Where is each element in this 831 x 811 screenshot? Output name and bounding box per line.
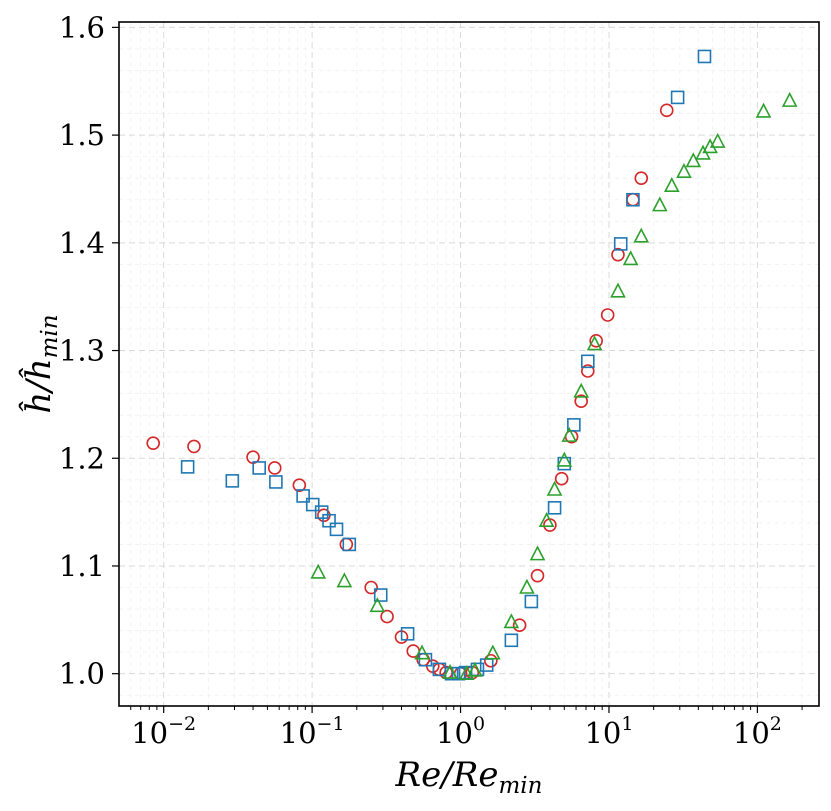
square-marker bbox=[547, 501, 562, 515]
y-tick-label: 1.4 bbox=[59, 226, 105, 260]
circle-marker bbox=[146, 436, 161, 450]
circle-marker bbox=[187, 439, 201, 454]
triangle-marker bbox=[414, 644, 430, 660]
square-marker bbox=[697, 49, 712, 64]
circle-marker bbox=[634, 171, 649, 185]
square-marker bbox=[322, 513, 336, 528]
square-marker bbox=[225, 474, 240, 488]
axis-ticks bbox=[112, 26, 803, 713]
circle-marker bbox=[611, 247, 625, 262]
x-tick-label: 102 bbox=[733, 713, 782, 750]
square-marker bbox=[451, 666, 466, 681]
y-axis-label: ĥ/ĥmin bbox=[18, 314, 63, 413]
triangle-marker bbox=[622, 250, 639, 266]
circle-marker bbox=[512, 618, 527, 633]
triangle-marker bbox=[561, 426, 578, 442]
plot-frame bbox=[118, 21, 820, 707]
triangle-marker bbox=[546, 480, 563, 496]
triangle-marker bbox=[442, 663, 458, 679]
circle-marker bbox=[484, 653, 498, 668]
triangle-marker bbox=[485, 644, 501, 660]
square-marker bbox=[342, 537, 357, 552]
square-marker bbox=[613, 237, 628, 251]
circle-marker bbox=[580, 364, 595, 378]
triangle-marker bbox=[529, 545, 546, 561]
triangle-marker bbox=[336, 572, 353, 588]
triangle-marker bbox=[755, 102, 772, 118]
x-tick-label: 100 bbox=[436, 713, 485, 750]
circle-marker bbox=[364, 580, 378, 595]
square-marker bbox=[252, 461, 266, 475]
circle-marker bbox=[380, 609, 394, 624]
y-tick-label: 1.1 bbox=[59, 549, 105, 583]
triangle-marker bbox=[503, 613, 520, 629]
x-axis-label: Re/Remin bbox=[395, 755, 543, 799]
x-tick-label: 10−2 bbox=[131, 713, 196, 750]
triangle-marker bbox=[676, 162, 692, 179]
circle-marker bbox=[589, 334, 603, 348]
square-marker bbox=[400, 627, 415, 641]
circle-marker bbox=[530, 568, 545, 583]
square-marker bbox=[373, 588, 388, 602]
triangle-marker bbox=[702, 138, 718, 154]
triangle-marker bbox=[538, 511, 555, 528]
triangle-marker bbox=[663, 176, 680, 193]
y-tick-label: 1.2 bbox=[59, 441, 105, 475]
y-tick-label: 1.3 bbox=[59, 334, 105, 368]
circle-marker bbox=[659, 103, 674, 118]
triangle-marker bbox=[467, 661, 483, 677]
circle-marker bbox=[292, 478, 307, 492]
square-marker bbox=[305, 497, 320, 512]
square-marker bbox=[180, 460, 195, 474]
y-tick-label: 1.0 bbox=[59, 657, 105, 691]
square-marker bbox=[504, 633, 519, 648]
square-marker bbox=[670, 90, 685, 105]
circle-marker bbox=[267, 461, 282, 475]
square-marker bbox=[269, 475, 283, 489]
triangle-marker bbox=[586, 335, 603, 351]
grid-lines bbox=[119, 22, 819, 706]
triangle-marker bbox=[610, 282, 626, 298]
y-tick-label: 1.5 bbox=[59, 118, 105, 152]
y-tick-label: 1.6 bbox=[59, 10, 105, 44]
square-marker bbox=[314, 505, 329, 519]
square-marker bbox=[524, 594, 539, 609]
tick-labels: 10−2 10−1 100 101 102 1.0 1.1 1.2 1.3 1.4 1.5 1.6 bbox=[59, 10, 782, 750]
square-marker bbox=[626, 192, 640, 207]
triangle-marker bbox=[781, 91, 798, 107]
triangle-marker bbox=[709, 132, 726, 148]
triangle-marker bbox=[651, 196, 668, 212]
data-markers bbox=[146, 49, 798, 681]
triangle-marker bbox=[633, 227, 650, 243]
x-tick-label: 101 bbox=[584, 713, 633, 750]
triangle-marker bbox=[519, 578, 535, 594]
square-marker bbox=[580, 354, 595, 369]
circle-marker bbox=[600, 308, 615, 322]
circle-marker bbox=[574, 394, 589, 408]
triangle-marker bbox=[573, 382, 590, 398]
x-tick-label: 10−1 bbox=[280, 713, 345, 750]
square-marker bbox=[296, 489, 310, 503]
triangle-marker bbox=[369, 597, 386, 613]
triangle-marker bbox=[685, 152, 702, 168]
triangle-marker bbox=[556, 451, 573, 467]
circle-marker bbox=[554, 471, 569, 486]
square-marker bbox=[329, 522, 344, 537]
square-marker bbox=[567, 418, 581, 432]
triangle-marker bbox=[310, 563, 327, 579]
